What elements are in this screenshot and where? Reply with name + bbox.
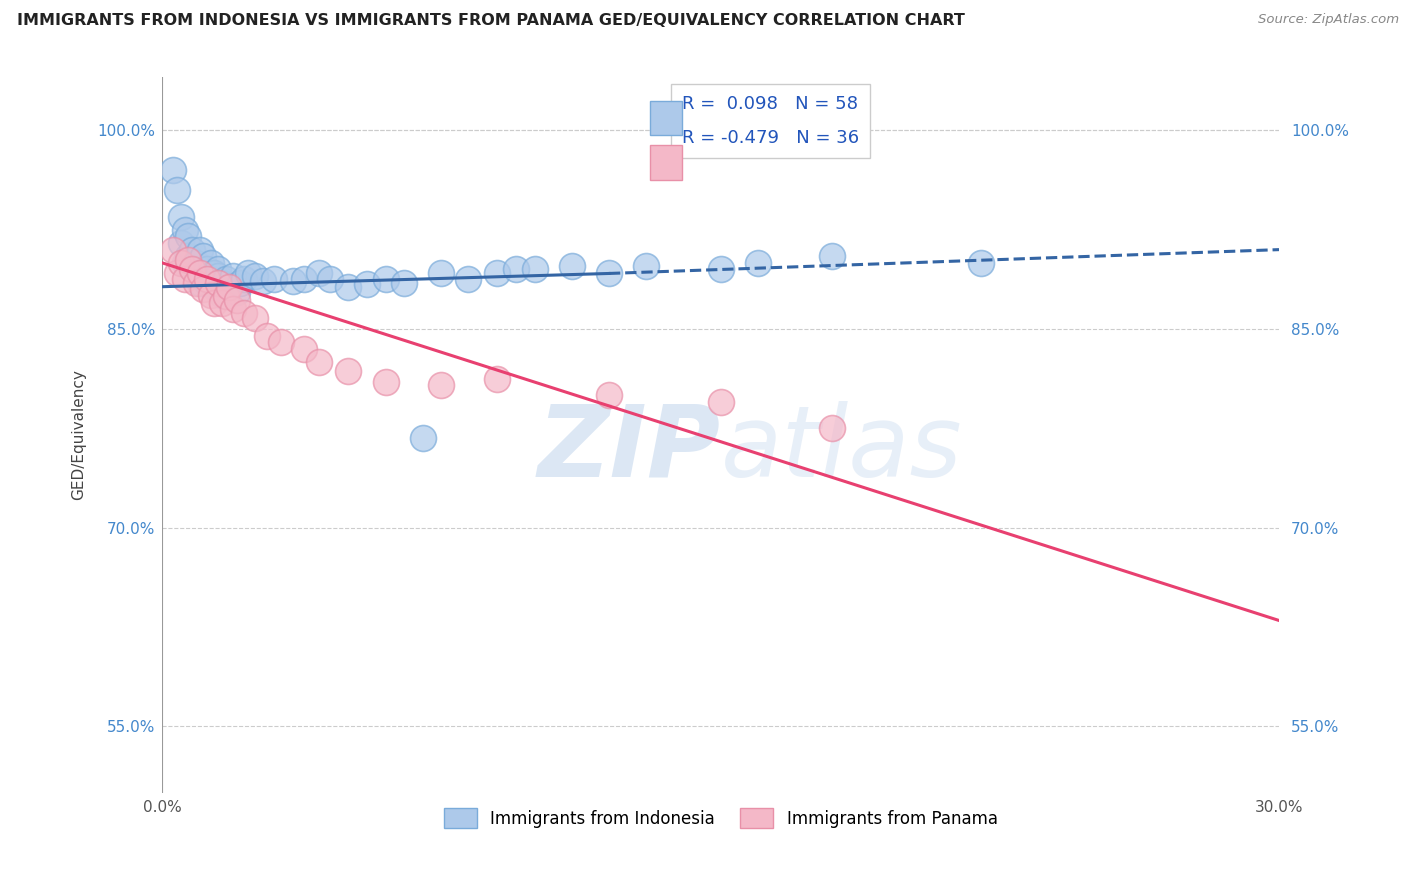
Point [337, 279, 360, 293]
Text: ZIP: ZIP [537, 401, 721, 498]
Point [218, 279, 240, 293]
Point [710, 262, 733, 277]
Point [170, 235, 193, 250]
Point [598, 388, 620, 402]
Point [202, 295, 225, 310]
Point [225, 293, 247, 307]
Point [193, 282, 215, 296]
Point [211, 295, 233, 310]
Point [236, 267, 259, 281]
Point [166, 183, 188, 197]
Point [162, 243, 184, 257]
Point [394, 276, 416, 290]
Point [430, 377, 453, 392]
Point [173, 256, 195, 270]
Point [319, 272, 342, 286]
Point [184, 276, 207, 290]
Point [281, 274, 304, 288]
Point [523, 262, 546, 277]
Point [821, 249, 844, 263]
Point [188, 267, 211, 281]
FancyBboxPatch shape [651, 145, 682, 179]
Point [195, 276, 218, 290]
Point [710, 395, 733, 409]
Point [177, 249, 200, 263]
FancyBboxPatch shape [651, 101, 682, 136]
Point [218, 279, 240, 293]
Point [457, 272, 479, 286]
Point [561, 259, 583, 273]
Point [202, 267, 225, 281]
Point [263, 272, 285, 286]
Point [184, 269, 207, 284]
Point [207, 276, 229, 290]
Point [170, 256, 193, 270]
Point [177, 253, 200, 268]
Point [486, 267, 509, 281]
Point [970, 256, 993, 270]
Point [356, 277, 378, 291]
Point [193, 269, 215, 284]
Point [181, 262, 204, 277]
Point [188, 276, 211, 290]
Point [195, 262, 218, 277]
Point [177, 229, 200, 244]
Point [337, 364, 360, 378]
Point [166, 267, 188, 281]
Point [598, 267, 620, 281]
Point [245, 269, 267, 284]
Point [430, 267, 453, 281]
Point [195, 272, 218, 286]
Point [214, 289, 236, 303]
Point [308, 355, 330, 369]
Point [256, 328, 278, 343]
Point [292, 272, 315, 286]
Text: Source: ZipAtlas.com: Source: ZipAtlas.com [1258, 13, 1399, 27]
Point [173, 223, 195, 237]
Point [211, 276, 233, 290]
Point [505, 262, 527, 277]
Point [181, 243, 204, 257]
Point [225, 285, 247, 299]
Point [181, 262, 204, 277]
Point [207, 262, 229, 277]
Point [222, 269, 245, 284]
Text: atlas: atlas [721, 401, 962, 498]
Point [412, 431, 434, 445]
Point [170, 210, 193, 224]
Point [200, 287, 222, 301]
Point [214, 272, 236, 286]
Point [222, 302, 245, 317]
Point [308, 267, 330, 281]
Legend: Immigrants from Indonesia, Immigrants from Panama: Immigrants from Indonesia, Immigrants fr… [437, 802, 1004, 834]
Point [188, 262, 211, 277]
Text: R =  0.098   N = 58
R = -0.479   N = 36: R = 0.098 N = 58 R = -0.479 N = 36 [682, 95, 859, 146]
Y-axis label: GED/Equivalency: GED/Equivalency [72, 369, 86, 500]
Point [202, 279, 225, 293]
Point [292, 342, 315, 356]
Point [184, 256, 207, 270]
Point [211, 287, 233, 301]
Point [193, 249, 215, 263]
Point [173, 272, 195, 286]
Point [245, 311, 267, 326]
Point [270, 335, 292, 350]
Point [200, 272, 222, 286]
Point [747, 256, 769, 270]
Point [636, 259, 658, 273]
Point [200, 256, 222, 270]
Point [207, 269, 229, 284]
Point [233, 306, 256, 320]
Point [821, 421, 844, 435]
Point [374, 272, 396, 286]
Point [374, 375, 396, 389]
Point [188, 243, 211, 257]
Point [252, 274, 274, 288]
Point [162, 163, 184, 178]
Point [486, 372, 509, 386]
Point [229, 276, 252, 290]
Point [233, 272, 256, 286]
Text: IMMIGRANTS FROM INDONESIA VS IMMIGRANTS FROM PANAMA GED/EQUIVALENCY CORRELATION : IMMIGRANTS FROM INDONESIA VS IMMIGRANTS … [17, 13, 965, 29]
